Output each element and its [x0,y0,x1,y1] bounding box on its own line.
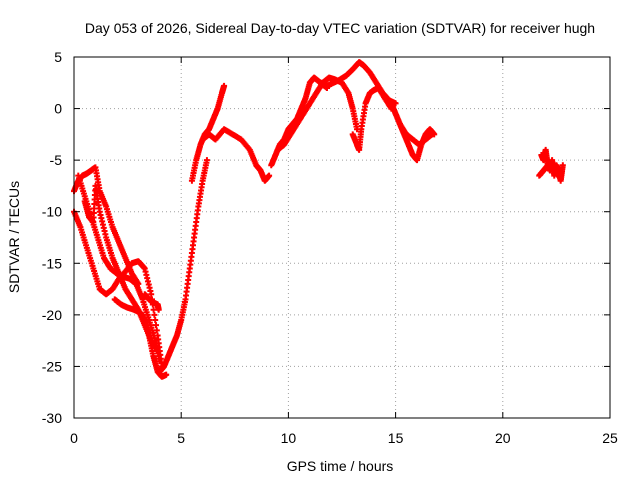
plot-border [73,56,611,419]
y-tick-label: -15 [42,255,62,271]
data-point [557,175,564,182]
x-tick-label: 0 [70,430,78,446]
data-point [266,172,273,179]
data-point [153,322,160,329]
y-tick-label: 0 [54,101,62,117]
series-9 [268,74,330,169]
data-point [155,306,162,313]
series-10 [274,74,361,153]
x-tick-label: 10 [281,430,297,446]
series-12 [349,84,395,153]
y-axis-label: SDTVAR / TECUs [6,181,22,293]
y-tick-label: 5 [54,49,62,65]
y-tick-labels: -30 -25 -20 -15 -10 -5 0 5 [42,49,62,426]
series-6 [156,157,210,375]
series-16 [536,162,564,182]
x-tick-label: 20 [495,430,511,446]
series-13 [381,95,438,164]
data-point [148,291,155,298]
data-markers [71,59,566,380]
x-axis-label: GPS time / hours [287,458,394,474]
data-point [429,131,436,138]
series-14 [396,121,436,148]
data-point [152,317,159,324]
data-point [154,347,161,354]
series-5 [141,291,162,313]
x-tick-label: 15 [388,430,404,446]
y-tick-label: -5 [50,152,63,168]
x-tick-labels: 0 5 10 15 20 25 [70,430,618,446]
data-point [221,82,228,89]
chart-title: Day 053 of 2026, Sidereal Day-to-day VTE… [85,20,595,36]
y-tick-label: -10 [42,204,62,220]
series-8 [199,126,273,184]
x-tick-label: 25 [602,430,618,446]
y-tick-label: -30 [42,410,62,426]
data-point [151,311,158,318]
data-point [559,162,566,169]
data-point [203,157,210,164]
axis-ticks [73,56,611,419]
x-tick-label: 5 [177,430,185,446]
y-tick-label: -20 [42,307,62,323]
data-point [163,371,170,378]
y-tick-label: -25 [42,358,62,374]
